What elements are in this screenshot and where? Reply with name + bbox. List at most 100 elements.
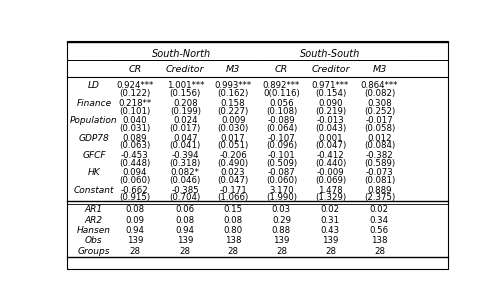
Text: -0.412: -0.412	[316, 151, 344, 160]
Text: (0.199): (0.199)	[169, 106, 200, 116]
Text: Population: Population	[70, 116, 117, 125]
Text: 0.971***: 0.971***	[311, 81, 348, 90]
Text: 28: 28	[324, 247, 335, 256]
Text: (0.227): (0.227)	[217, 106, 248, 116]
Text: 0.31: 0.31	[320, 216, 339, 225]
Text: (0.031): (0.031)	[119, 124, 150, 133]
Text: 28: 28	[373, 247, 384, 256]
Text: (0.046): (0.046)	[169, 176, 200, 185]
Text: -0.453: -0.453	[121, 151, 148, 160]
Text: (1.066): (1.066)	[217, 193, 248, 203]
Text: (0.589): (0.589)	[363, 159, 394, 168]
Text: 139: 139	[177, 236, 193, 246]
Text: 28: 28	[276, 247, 287, 256]
Text: (0.082): (0.082)	[363, 89, 394, 98]
Text: 0.017: 0.017	[220, 134, 245, 142]
Text: 0.158: 0.158	[220, 99, 245, 108]
Text: M3: M3	[225, 65, 240, 74]
Text: (0.509): (0.509)	[266, 159, 297, 168]
Text: 139: 139	[273, 236, 289, 246]
Text: 0.993***: 0.993***	[214, 81, 251, 90]
Text: 0.02: 0.02	[320, 206, 339, 214]
Text: South-South: South-South	[300, 49, 360, 59]
Text: 139: 139	[322, 236, 338, 246]
Text: 0.08: 0.08	[175, 216, 194, 225]
Text: (0.490): (0.490)	[217, 159, 248, 168]
Text: (0.051): (0.051)	[217, 141, 248, 150]
Text: -0.171: -0.171	[219, 186, 246, 195]
Text: -0.394: -0.394	[171, 151, 199, 160]
Text: -0.089: -0.089	[267, 116, 295, 125]
Text: (0.041): (0.041)	[169, 141, 200, 150]
Text: 0.218**: 0.218**	[118, 99, 151, 108]
Text: AR2: AR2	[85, 216, 103, 225]
Text: 0.047: 0.047	[173, 134, 197, 142]
Text: 0.089: 0.089	[122, 134, 147, 142]
Text: (0.448): (0.448)	[119, 159, 150, 168]
Text: 0.09: 0.09	[125, 216, 144, 225]
Text: (0.252): (0.252)	[363, 106, 394, 116]
Text: AR1: AR1	[85, 206, 103, 214]
Text: 0.040: 0.040	[122, 116, 147, 125]
Text: (1.329): (1.329)	[314, 193, 345, 203]
Text: 0.001: 0.001	[318, 134, 342, 142]
Text: 0.06: 0.06	[175, 206, 194, 214]
Text: Constant: Constant	[74, 186, 114, 195]
Text: (0.064): (0.064)	[265, 124, 297, 133]
Text: (0.219): (0.219)	[314, 106, 345, 116]
Text: (0.096): (0.096)	[266, 141, 297, 150]
Text: 28: 28	[227, 247, 238, 256]
Text: HK: HK	[87, 168, 100, 177]
Text: Creditor: Creditor	[166, 65, 204, 74]
Text: 0.308: 0.308	[366, 99, 391, 108]
Text: 0.009: 0.009	[220, 116, 245, 125]
Text: (1.990): (1.990)	[266, 193, 296, 203]
Text: (0.915): (0.915)	[119, 193, 150, 203]
Text: (0.108): (0.108)	[265, 106, 297, 116]
Text: 1.478: 1.478	[318, 186, 342, 195]
Text: (0.101): (0.101)	[119, 106, 150, 116]
Text: (0.030): (0.030)	[217, 124, 248, 133]
Text: 0.056: 0.056	[269, 99, 293, 108]
Text: (0.440): (0.440)	[314, 159, 345, 168]
Text: 0.023: 0.023	[220, 168, 245, 177]
Text: -0.017: -0.017	[365, 116, 392, 125]
Text: (0.122): (0.122)	[119, 89, 150, 98]
Text: LD: LD	[88, 81, 100, 90]
Text: 0(0.116): 0(0.116)	[263, 89, 299, 98]
Text: (0.063): (0.063)	[119, 141, 150, 150]
Text: 139: 139	[126, 236, 143, 246]
Text: 0.56: 0.56	[369, 226, 388, 235]
Text: 0.03: 0.03	[272, 206, 291, 214]
Text: (0.318): (0.318)	[169, 159, 200, 168]
Text: -0.662: -0.662	[121, 186, 148, 195]
Text: (0.069): (0.069)	[314, 176, 345, 185]
Text: 0.094: 0.094	[122, 168, 147, 177]
Text: 0.024: 0.024	[173, 116, 197, 125]
Text: Groups: Groups	[78, 247, 110, 256]
Text: 0.012: 0.012	[366, 134, 391, 142]
Text: 0.29: 0.29	[272, 216, 290, 225]
Text: -0.206: -0.206	[219, 151, 246, 160]
Text: 1.001***: 1.001***	[166, 81, 203, 90]
Text: CR: CR	[128, 65, 141, 74]
Text: (0.154): (0.154)	[314, 89, 345, 98]
Text: (2.375): (2.375)	[363, 193, 394, 203]
Text: -0.009: -0.009	[316, 168, 344, 177]
Text: 0.892***: 0.892***	[262, 81, 300, 90]
Text: 0.208: 0.208	[173, 99, 197, 108]
Text: (0.084): (0.084)	[363, 141, 394, 150]
Text: 138: 138	[370, 236, 387, 246]
Text: -0.385: -0.385	[171, 186, 199, 195]
Text: (0.081): (0.081)	[363, 176, 394, 185]
Text: (0.156): (0.156)	[169, 89, 200, 98]
Text: (0.047): (0.047)	[217, 176, 248, 185]
Text: -0.087: -0.087	[267, 168, 295, 177]
Text: -0.107: -0.107	[267, 134, 295, 142]
Text: South-North: South-North	[151, 49, 210, 59]
Text: 0.94: 0.94	[175, 226, 194, 235]
Text: 0.94: 0.94	[125, 226, 144, 235]
Text: -0.073: -0.073	[365, 168, 392, 177]
Text: 0.924***: 0.924***	[116, 81, 153, 90]
Text: -0.101: -0.101	[267, 151, 295, 160]
